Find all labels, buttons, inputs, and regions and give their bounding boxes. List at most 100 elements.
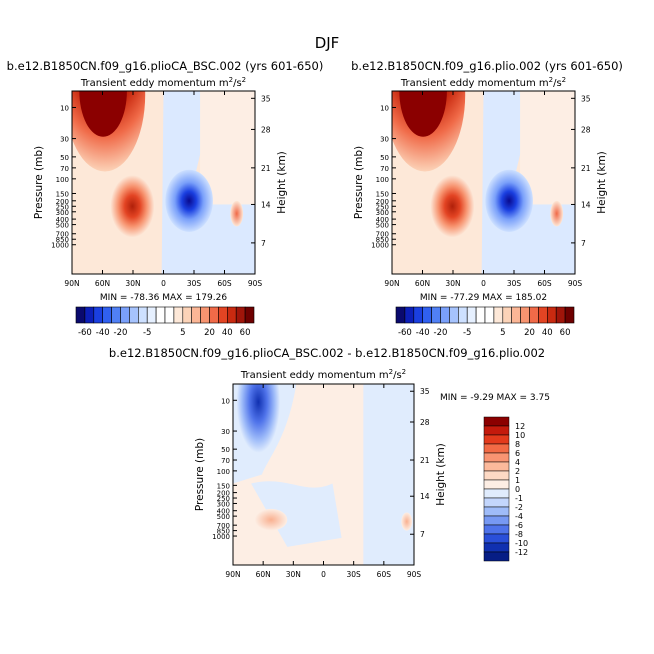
colorbar-segment bbox=[457, 306, 468, 324]
colorbar-segment bbox=[173, 306, 184, 324]
colorbar-segment bbox=[395, 306, 406, 324]
jet-maximum-lower bbox=[430, 175, 475, 238]
colorbar-label: 6 bbox=[515, 449, 520, 458]
x-tick-label: 60S bbox=[537, 279, 552, 288]
colorbar-segment bbox=[182, 306, 193, 324]
y2-tick-label: 35 bbox=[420, 387, 430, 396]
y-tick-label: 400 bbox=[376, 216, 389, 224]
colorbar-segment bbox=[564, 306, 575, 324]
colorbar-label: 10 bbox=[515, 431, 525, 440]
y-tick-label: 850 bbox=[376, 236, 389, 244]
y-tick-label: 50 bbox=[380, 154, 389, 162]
min-max-label: MIN = -78.36 MAX = 179.26 bbox=[100, 293, 227, 303]
y-tick-label: 150 bbox=[376, 190, 389, 198]
colorbar-segment bbox=[483, 416, 510, 427]
colorbar-label: 1 bbox=[515, 476, 520, 485]
colorbar-label: -12 bbox=[515, 548, 528, 557]
y-tick-label: 70 bbox=[380, 165, 389, 173]
y2-tick-label: 21 bbox=[420, 456, 430, 465]
colorbar-segment bbox=[111, 306, 121, 324]
colorbar-segment bbox=[529, 306, 539, 324]
colorbar-segment bbox=[484, 306, 495, 324]
y2-tick-label: 7 bbox=[261, 239, 266, 248]
y-tick-label: 30 bbox=[221, 428, 230, 436]
colorbar-segment bbox=[466, 306, 477, 324]
y-tick-label: 1000 bbox=[51, 242, 69, 250]
y2-tick-label: 21 bbox=[581, 164, 591, 173]
y2-tick-label: 35 bbox=[261, 94, 271, 103]
y-tick-label: 70 bbox=[60, 165, 69, 173]
colorbar-label: -1 bbox=[515, 494, 523, 503]
panel-title: b.e12.B1850CN.f09_g16.plioCA_BSC.002 (yr… bbox=[7, 59, 324, 73]
y-tick-label: 100 bbox=[217, 468, 230, 476]
colorbar-segment bbox=[422, 306, 432, 324]
colorbar-label: -5 bbox=[143, 328, 151, 338]
colorbar-segment bbox=[146, 306, 157, 324]
colorbar-segment bbox=[191, 306, 201, 324]
colorbar-label: 12 bbox=[515, 422, 525, 431]
y2-tick-label: 14 bbox=[261, 200, 271, 209]
colorbar-label: 40 bbox=[222, 328, 233, 338]
y-tick-label: 500 bbox=[56, 222, 69, 230]
y-tick-label: 700 bbox=[56, 231, 69, 239]
x-tick-label: 60N bbox=[415, 279, 430, 288]
x-tick-label: 0 bbox=[161, 279, 166, 288]
jet-core-upper bbox=[399, 91, 447, 137]
figure-title: DJF bbox=[315, 34, 340, 52]
y-tick-label: 500 bbox=[376, 222, 389, 230]
y-tick-label: 200 bbox=[56, 198, 69, 206]
negative-minimum bbox=[165, 169, 213, 232]
y-tick-label: 150 bbox=[217, 482, 230, 490]
colorbar-segment bbox=[449, 306, 459, 324]
colorbar-segment bbox=[164, 306, 175, 324]
colorbar-label: -2 bbox=[515, 503, 523, 512]
y-tick-label: 30 bbox=[60, 136, 69, 144]
colorbar-label: 2 bbox=[515, 467, 520, 476]
y-tick-label: 70 bbox=[221, 457, 230, 465]
colorbar-label: -40 bbox=[416, 328, 430, 338]
y-tick-label: 1000 bbox=[212, 533, 230, 541]
y2-tick-label: 28 bbox=[261, 125, 271, 134]
y-tick-label: 300 bbox=[376, 209, 389, 217]
y-tick-label: 500 bbox=[217, 513, 230, 521]
y2-tick-label: 7 bbox=[420, 530, 425, 539]
x-tick-label: 90N bbox=[384, 279, 399, 288]
y-tick-label: 850 bbox=[217, 528, 230, 536]
x-tick-label: 30S bbox=[507, 279, 522, 288]
x-tick-label: 90N bbox=[64, 279, 79, 288]
y-tick-label: 150 bbox=[56, 190, 69, 198]
colorbar-segment bbox=[546, 306, 557, 324]
colorbar-segment bbox=[404, 306, 415, 324]
colorbar-segment bbox=[555, 306, 566, 324]
contour-field bbox=[72, 91, 255, 274]
panel-left: b.e12.B1850CN.f09_g16.plioCA_BSC.002 (yr… bbox=[7, 59, 324, 303]
colorbar-segment bbox=[483, 524, 510, 535]
x-tick-label: 0 bbox=[481, 279, 486, 288]
x-tick-label: 60S bbox=[377, 570, 392, 579]
small-positive-region bbox=[550, 200, 564, 227]
y2-tick-label: 28 bbox=[420, 418, 430, 427]
colorbar-label: -8 bbox=[515, 530, 523, 539]
panel-title: b.e12.B1850CN.f09_g16.plioCA_BSC.002 - b… bbox=[109, 346, 545, 360]
y-tick-label: 10 bbox=[60, 104, 69, 112]
colorbar-segment bbox=[155, 306, 166, 324]
y-tick-label: 50 bbox=[221, 446, 230, 454]
y-tick-label: 10 bbox=[380, 104, 389, 112]
y2-axis-label: Height (km) bbox=[276, 151, 288, 214]
y-tick-label: 100 bbox=[56, 176, 69, 184]
x-tick-label: 0 bbox=[321, 570, 326, 579]
x-tick-label: 30N bbox=[445, 279, 460, 288]
colorbar-segment bbox=[209, 306, 219, 324]
x-tick-label: 90S bbox=[568, 279, 583, 288]
colorbar-segment bbox=[84, 306, 95, 324]
colorbar-segment bbox=[493, 306, 504, 324]
colorbar-top-left: -60 -40 -20 -5 5 20 40 60 bbox=[75, 306, 255, 338]
colorbar-label: -10 bbox=[515, 539, 528, 548]
colorbar-segment bbox=[227, 306, 237, 324]
colorbar-segment bbox=[235, 306, 246, 324]
colorbar-segment bbox=[483, 461, 510, 472]
jet-core-upper bbox=[79, 91, 127, 137]
jet-maximum-lower bbox=[110, 175, 155, 238]
y-axis-label: Pressure (mb) bbox=[33, 146, 45, 219]
colorbar-segment bbox=[483, 434, 510, 445]
